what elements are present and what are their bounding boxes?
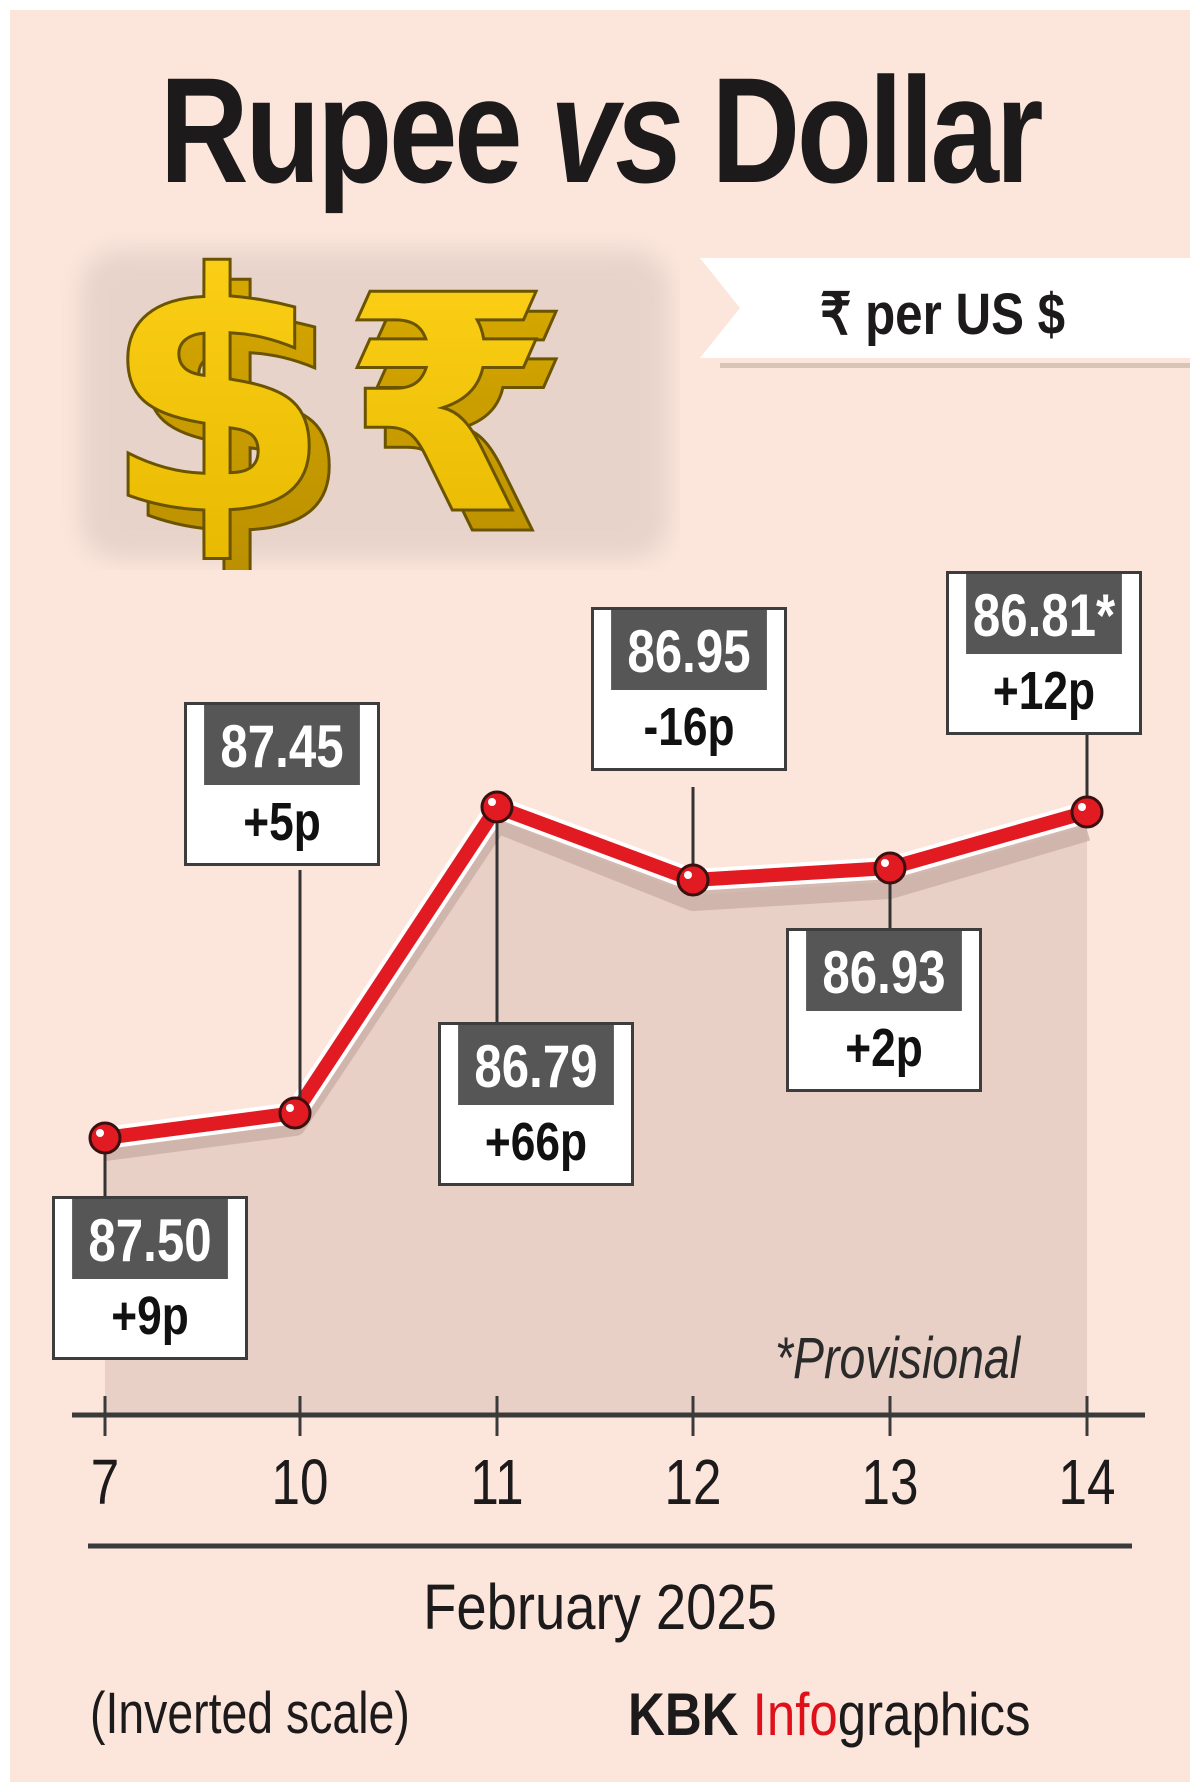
change-13: +2p bbox=[806, 1011, 962, 1089]
value-10: 87.45 bbox=[204, 705, 360, 785]
change-12: -16p bbox=[611, 690, 767, 768]
x-tick-7: 7 bbox=[90, 1446, 120, 1518]
marker-11[interactable] bbox=[480, 790, 514, 824]
svg-text:$: $ bbox=[122, 230, 352, 570]
label-box-11: 86.79 +66p bbox=[438, 1022, 634, 1186]
change-14: +12p bbox=[966, 654, 1122, 732]
title-vs: vs bbox=[550, 46, 684, 214]
change-7: +9p bbox=[72, 1279, 228, 1357]
data-markers bbox=[88, 790, 1104, 1155]
change-10: +5p bbox=[204, 785, 360, 863]
unit-banner bbox=[700, 258, 1190, 368]
value-12: 86.95 bbox=[611, 610, 767, 690]
value-13: 86.93 bbox=[806, 931, 962, 1011]
credit-graphics: graphics bbox=[837, 1681, 1031, 1748]
value-11: 86.79 bbox=[458, 1025, 614, 1105]
title-rupee: Rupee bbox=[159, 46, 523, 214]
rate-line bbox=[104, 800, 1089, 1145]
unit-label: ₹ per US $ bbox=[820, 282, 1066, 347]
x-tick-13: 13 bbox=[861, 1446, 919, 1518]
x-axis-title: February 2025 bbox=[423, 1571, 777, 1643]
scale-note: (Inverted scale) bbox=[90, 1681, 410, 1746]
label-box-7: 87.50 +9p bbox=[52, 1196, 248, 1360]
label-box-14: 86.81* +12p bbox=[946, 571, 1142, 735]
title-dollar: Dollar bbox=[711, 46, 1043, 214]
credit-info: Info bbox=[752, 1681, 838, 1748]
credit-kbk: KBK bbox=[628, 1681, 739, 1748]
marker-14[interactable] bbox=[1070, 795, 1104, 829]
marker-13[interactable] bbox=[873, 851, 907, 885]
dollar-3d-icon: $ $ bbox=[101, 230, 354, 570]
currency-icons: $ $ ₹ ₹ bbox=[80, 230, 670, 571]
svg-text:₹: ₹ bbox=[342, 232, 551, 570]
x-tick-10: 10 bbox=[271, 1446, 329, 1518]
x-axis bbox=[72, 1396, 1145, 1549]
x-tick-12: 12 bbox=[664, 1446, 722, 1518]
rupee-3d-icon: ₹ ₹ bbox=[341, 231, 573, 571]
label-box-12: 86.95 -16p bbox=[591, 607, 787, 771]
provisional-footnote: *Provisional bbox=[775, 1326, 1021, 1391]
x-tick-11: 11 bbox=[470, 1446, 524, 1518]
page-title: Rupee vs Dollar bbox=[108, 55, 1092, 205]
x-tick-14: 14 bbox=[1058, 1446, 1116, 1518]
marker-7[interactable] bbox=[88, 1121, 122, 1155]
marker-12[interactable] bbox=[676, 863, 710, 897]
label-box-13: 86.93 +2p bbox=[786, 928, 982, 1092]
credit: KBK Infographics bbox=[628, 1680, 1031, 1749]
change-11: +66p bbox=[458, 1105, 614, 1183]
value-14: 86.81* bbox=[966, 574, 1122, 654]
svg-text:$: $ bbox=[102, 230, 332, 570]
marker-10[interactable] bbox=[278, 1096, 312, 1130]
label-box-10: 87.45 +5p bbox=[184, 702, 380, 866]
svg-text:₹: ₹ bbox=[362, 252, 571, 570]
value-7: 87.50 bbox=[72, 1199, 228, 1279]
